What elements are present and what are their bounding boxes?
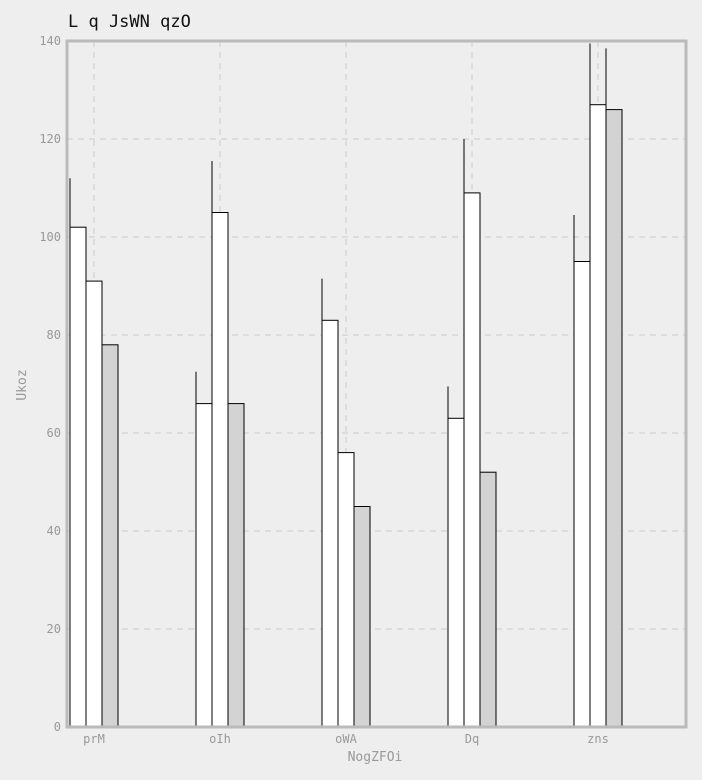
bar [195, 403, 213, 728]
y-tick-label: 140 [39, 34, 61, 48]
x-tick-label: oWA [335, 732, 357, 746]
x-axis-label: NogZFOi [348, 750, 403, 765]
y-tick-label: 80 [47, 328, 61, 342]
y-axis-label: Ukoz [15, 369, 30, 400]
y-tick-label: 0 [54, 720, 61, 734]
bar [337, 452, 355, 728]
bar [353, 506, 371, 728]
x-tick-label: Dq [465, 732, 479, 746]
y-tick-label: 40 [47, 524, 61, 538]
bar [605, 109, 623, 728]
bar [573, 261, 591, 728]
x-tick-labels: prM oIh oWA Dq zns [83, 732, 609, 746]
bar [69, 226, 87, 728]
bar [211, 212, 229, 728]
x-tick-label: oIh [209, 732, 231, 746]
bar [589, 104, 607, 728]
x-tick-label: prM [83, 732, 105, 746]
bar [321, 319, 339, 728]
y-tick-label: 100 [39, 230, 61, 244]
y-tick-label: 120 [39, 132, 61, 146]
bar [463, 192, 481, 728]
y-tick-label: 20 [47, 622, 61, 636]
chart-title: L q JsWN qzO [68, 12, 191, 32]
bar [447, 417, 465, 728]
y-tick-labels: 0 20 40 60 80 100 120 140 [39, 34, 61, 734]
y-tick-label: 60 [47, 426, 61, 440]
bar [85, 280, 103, 728]
bar [479, 471, 497, 728]
bar [227, 403, 245, 728]
bars [69, 104, 623, 728]
x-tick-label: zns [587, 732, 609, 746]
plot-frame [65, 39, 688, 729]
bar [101, 344, 119, 728]
error-bars [69, 43, 607, 529]
